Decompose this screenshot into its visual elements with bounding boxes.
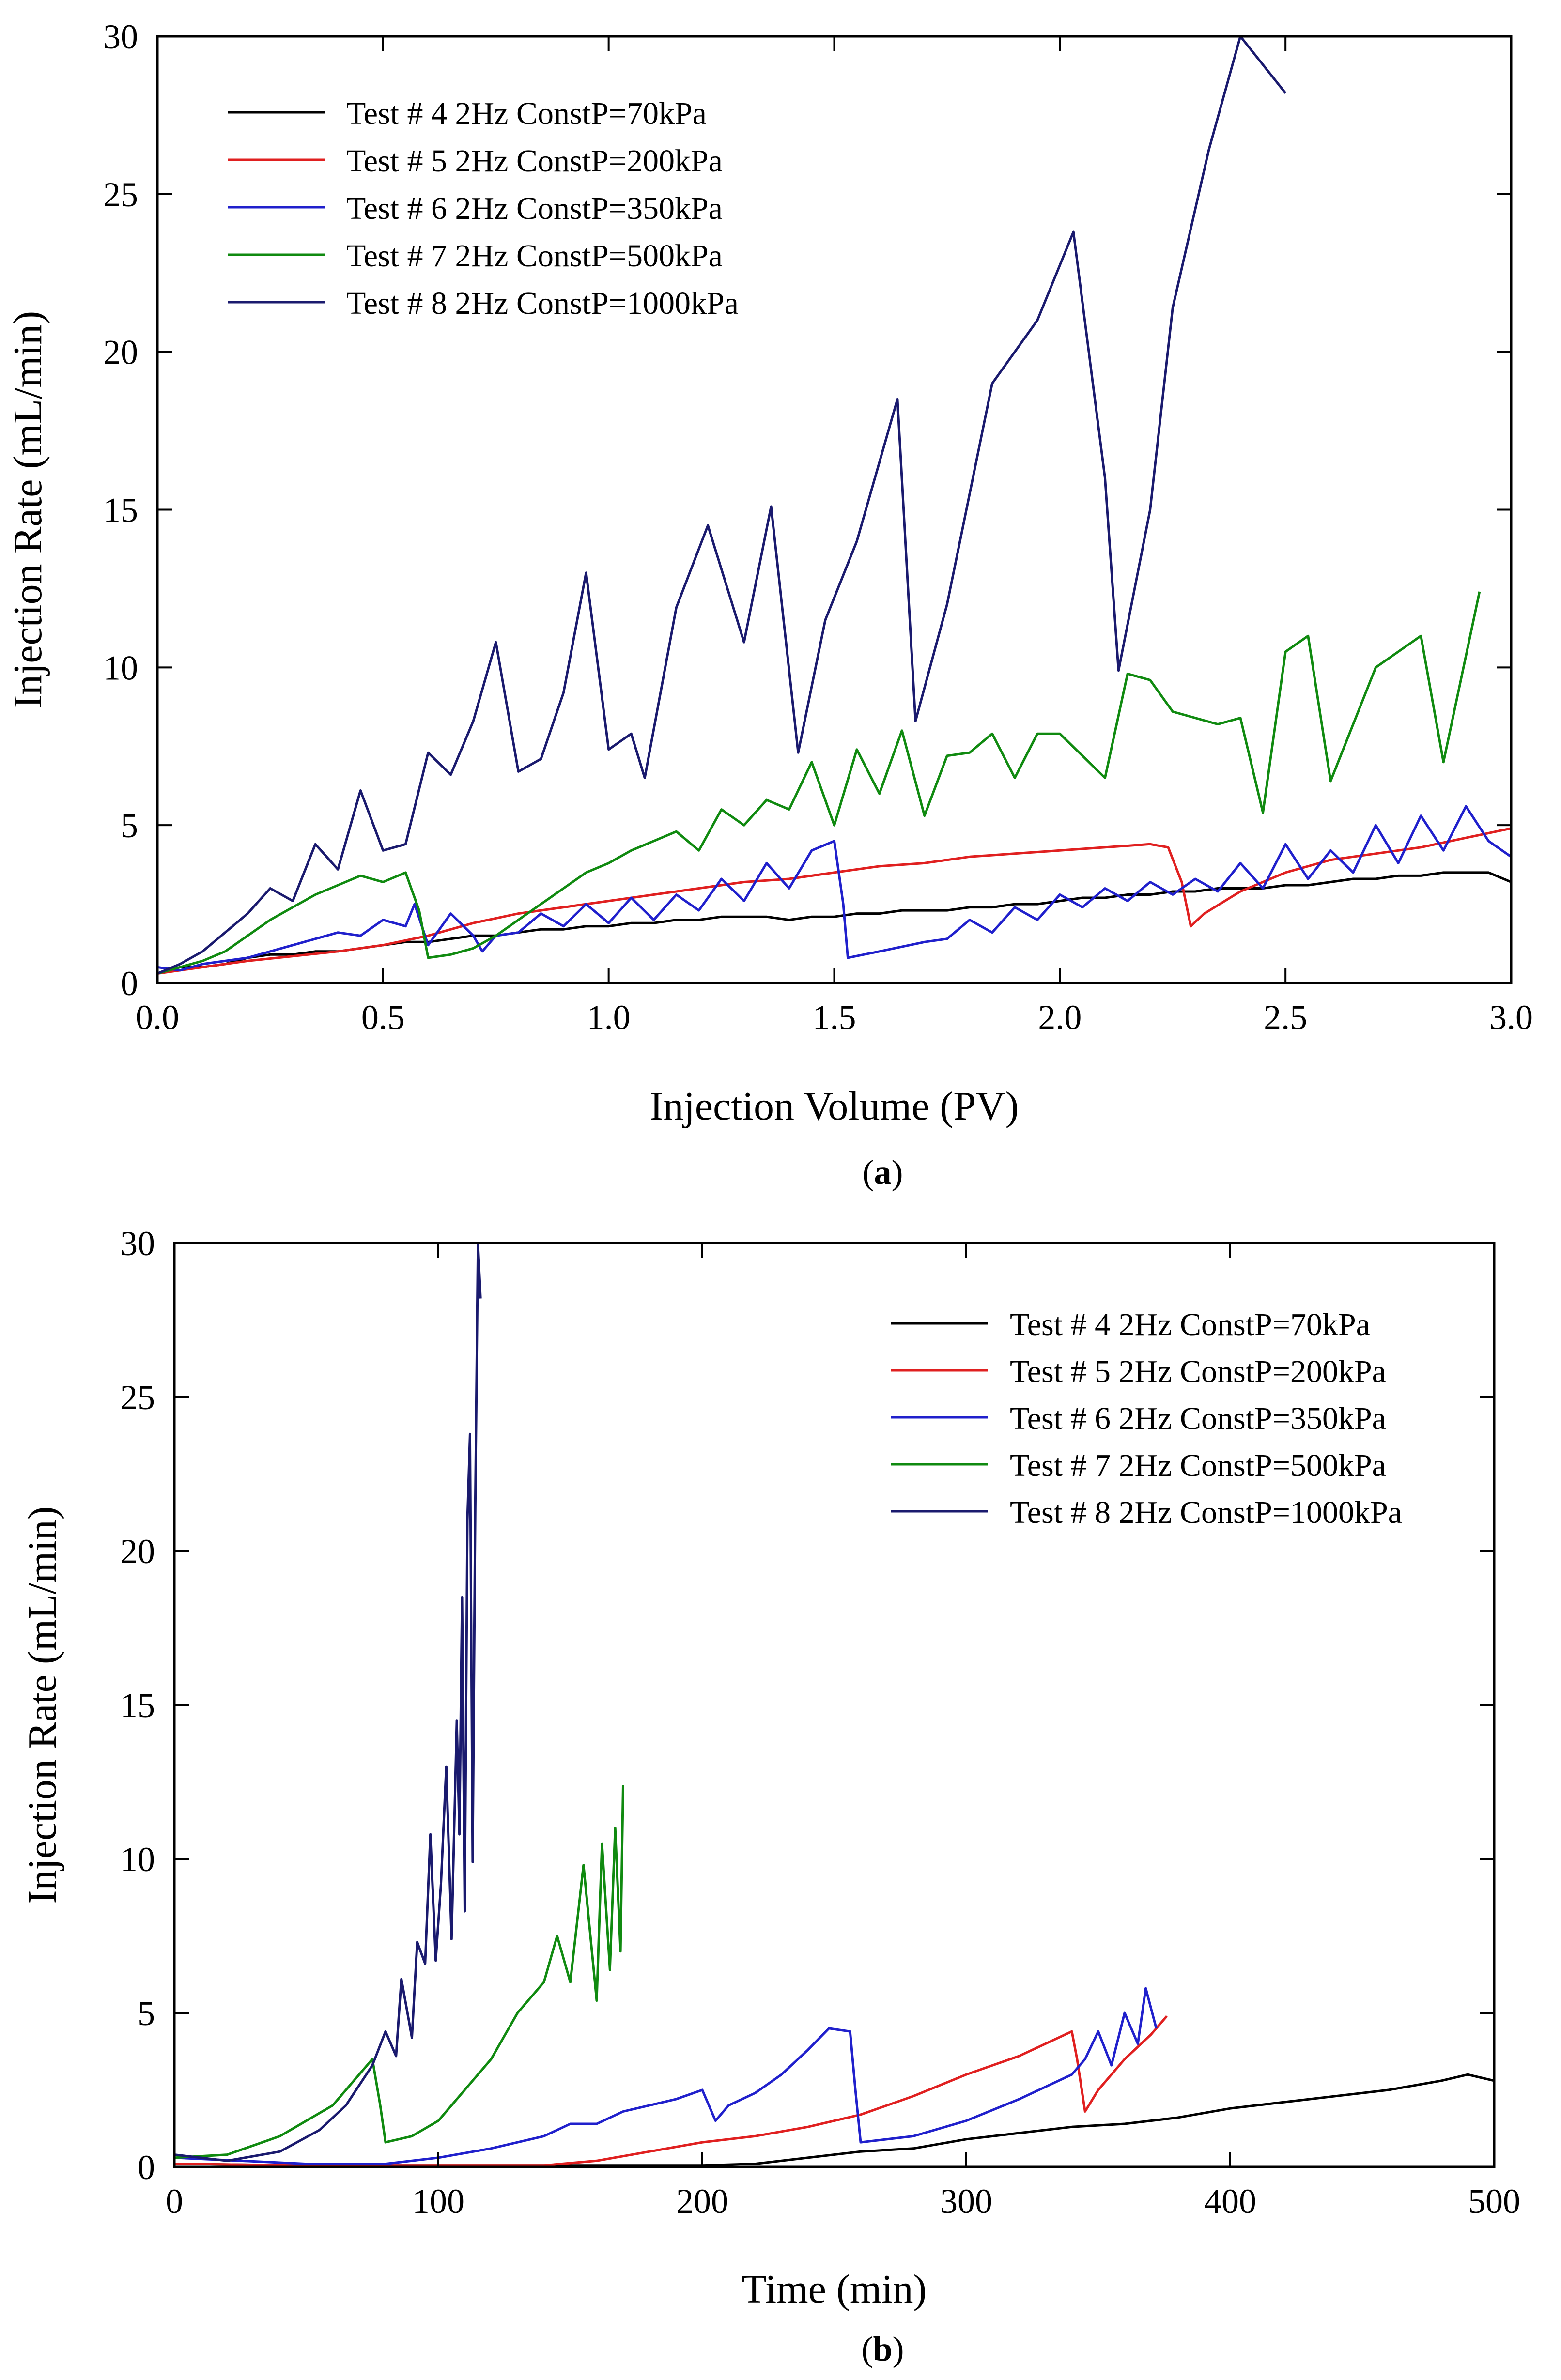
series-line-test-4 bbox=[157, 871, 1511, 975]
chart-panel-a: 0.0 0.5 1.0 1.5 2.0 2.5 3.0 0 5 10 15 20 25 30 Injecti… bbox=[5, 17, 1533, 1192]
legend-label-test-4: Test # 4 2Hz ConstP=70kPa bbox=[346, 96, 707, 131]
series-line-test-7 bbox=[157, 591, 1481, 975]
panel-label: (a) bbox=[863, 1153, 903, 1192]
series-line-test-5 bbox=[174, 2015, 1168, 2167]
series-line-test-8 bbox=[174, 1243, 482, 2162]
legend-label-test-6: Test # 6 2Hz ConstP=350kPa bbox=[1010, 1401, 1386, 1436]
y-tick-label: 5 bbox=[138, 1994, 155, 2033]
y-tick-label: 10 bbox=[103, 648, 138, 687]
y-axis-label: Injection Rate (mL/min) bbox=[20, 1506, 65, 1904]
x-tick-label: 1.5 bbox=[813, 998, 856, 1037]
y-tick-label: 25 bbox=[120, 1378, 155, 1417]
x-tick-label: 500 bbox=[1468, 2182, 1520, 2221]
series-line-test-6 bbox=[174, 1987, 1158, 2165]
x-tick-label: 100 bbox=[412, 2182, 464, 2221]
series-line-test-4 bbox=[174, 2073, 1494, 2167]
y-axis-label: Injection Rate (mL/min) bbox=[5, 311, 50, 708]
y-tick-label: 30 bbox=[120, 1224, 155, 1263]
y-tick-label: 20 bbox=[103, 333, 138, 372]
x-tick-label: 300 bbox=[940, 2182, 992, 2221]
y-tick-label: 25 bbox=[103, 175, 138, 214]
legend-label-test-7: Test # 7 2Hz ConstP=500kPa bbox=[1010, 1448, 1386, 1483]
x-tick-label: 3.0 bbox=[1489, 998, 1533, 1037]
y-tick-label: 5 bbox=[121, 806, 138, 845]
y-tick-label: 10 bbox=[120, 1840, 155, 1879]
legend-label-test-6: Test # 6 2Hz ConstP=350kPa bbox=[346, 191, 723, 226]
series-line-test-7 bbox=[174, 1785, 624, 2159]
x-axis-label: Injection Volume (PV) bbox=[649, 1084, 1019, 1129]
y-tick-label: 0 bbox=[138, 2148, 155, 2187]
legend-label-test-8: Test # 8 2Hz ConstP=1000kPa bbox=[1010, 1495, 1402, 1530]
x-tick-label: 2.0 bbox=[1038, 998, 1082, 1037]
legend-label-test-5: Test # 5 2Hz ConstP=200kPa bbox=[1010, 1354, 1386, 1389]
y-tick-label: 15 bbox=[120, 1686, 155, 1725]
y-tick-label: 20 bbox=[120, 1532, 155, 1571]
x-tick-label: 0 bbox=[166, 2182, 183, 2221]
x-tick-label: 0.5 bbox=[361, 998, 405, 1037]
series-line-test-6 bbox=[157, 805, 1511, 972]
x-tick-label: 400 bbox=[1204, 2182, 1256, 2221]
x-axis-label: Time (min) bbox=[742, 2267, 927, 2312]
legend-label-test-7: Test # 7 2Hz ConstP=500kPa bbox=[346, 238, 723, 274]
x-tick-label: 0.0 bbox=[136, 998, 179, 1037]
legend-label-test-4: Test # 4 2Hz ConstP=70kPa bbox=[1010, 1307, 1370, 1342]
series-line-test-5 bbox=[157, 827, 1511, 975]
legend-label-test-5: Test # 5 2Hz ConstP=200kPa bbox=[346, 143, 723, 179]
legend-label-test-8: Test # 8 2Hz ConstP=1000kPa bbox=[346, 286, 739, 321]
y-tick-label: 0 bbox=[121, 964, 138, 1003]
x-tick-label: 200 bbox=[676, 2182, 728, 2221]
x-tick-label: 1.0 bbox=[587, 998, 631, 1037]
y-tick-label: 30 bbox=[103, 17, 138, 56]
panel-label: (b) bbox=[861, 2330, 904, 2368]
series-line-test-8 bbox=[157, 36, 1287, 975]
chart-panel-b: 0 100 200 300 400 500 0 5 10 15 20 25 30 Time (min) In… bbox=[20, 1224, 1520, 2368]
y-tick-label: 15 bbox=[103, 491, 138, 530]
x-tick-label: 2.5 bbox=[1264, 998, 1307, 1037]
